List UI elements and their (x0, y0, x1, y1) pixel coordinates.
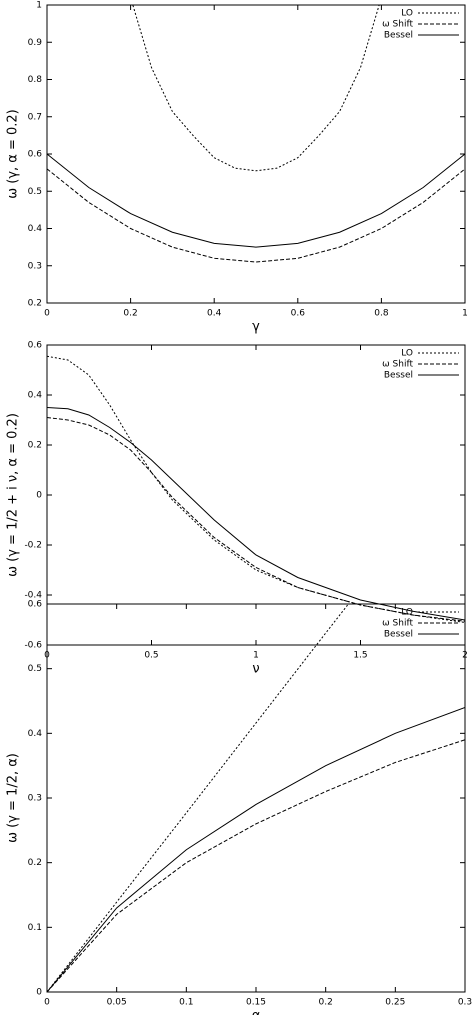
legend-label: ω Shift (382, 360, 413, 370)
y-tick-label: 0.6 (28, 600, 43, 610)
x-tick-label: 0.3 (458, 998, 472, 1008)
y-tick-label: 0.9 (28, 38, 43, 48)
x-tick-label: 0 (44, 309, 50, 319)
x-tick-label: 1 (253, 651, 259, 661)
legend-label: LO (401, 9, 413, 19)
x-tick-label: 0.8 (374, 309, 389, 319)
series-line (47, 739, 465, 992)
x-axis-label: ν (252, 662, 259, 677)
y-axis-label: ω (γ = 1/2 + i ν, α = 0.2) (6, 413, 21, 577)
x-tick-label: 0.5 (144, 651, 158, 661)
x-tick-label: 0.25 (385, 998, 405, 1008)
panel: 0 0.2 0.4 0.6 0.8 10.20.30.40.50.60.70.80.91γ… (6, 1, 468, 335)
legend-label: Bessel (384, 630, 413, 640)
plot-frame (46, 4, 466, 304)
series-line (132, 5, 380, 172)
plot-frame (46, 344, 466, 646)
legend-label: Bessel (384, 371, 413, 381)
y-tick-label: 0.6 (28, 341, 43, 351)
y-tick-label: 0 (36, 988, 42, 998)
y-tick-label: 0.2 (28, 299, 42, 309)
y-tick-label: 0.3 (28, 261, 42, 271)
series-line (47, 407, 465, 621)
y-tick-label: 0.4 (28, 729, 43, 739)
series-line (47, 168, 465, 263)
plot-lines (47, 355, 465, 623)
legend-label: ω Shift (382, 619, 413, 629)
y-axis-label: ω (γ, α = 0.2) (6, 109, 21, 199)
y-tick-label: 0.6 (28, 150, 43, 160)
y-tick-label: 0.2 (28, 441, 42, 451)
plot-frame (46, 603, 466, 993)
y-tick-label: 0.5 (28, 187, 42, 197)
legend-label: Bessel (384, 31, 413, 41)
x-tick-label: 1 (462, 309, 468, 319)
y-tick-label: -0.2 (24, 541, 42, 551)
x-tick-label: 0.05 (107, 998, 127, 1008)
x-tick-label: 0.15 (246, 998, 266, 1008)
x-axis-label: γ (252, 320, 260, 335)
legend-label: ω Shift (382, 20, 413, 30)
x-axis-label: α (252, 1009, 261, 1015)
y-tick-label: -0.4 (24, 591, 42, 601)
x-tick-label: 0.2 (123, 309, 137, 319)
y-tick-label: 0.4 (28, 391, 43, 401)
y-axis-label: ω (γ = 1/2, α) (6, 753, 21, 843)
y-tick-label: -0.6 (24, 641, 42, 651)
series-line (47, 355, 465, 623)
x-tick-label: 0 (44, 998, 50, 1008)
y-tick-label: 0.1 (28, 923, 42, 933)
y-tick-label: 0.3 (28, 794, 42, 804)
y-tick-label: 0 (36, 491, 42, 501)
y-tick-label: 0.2 (28, 858, 42, 868)
plot-lines (47, 604, 465, 992)
x-tick-label: 0.6 (291, 309, 306, 319)
y-tick-label: 0.8 (28, 75, 43, 85)
y-tick-label: 0.4 (28, 224, 43, 234)
y-tick-label: 1 (36, 1, 42, 11)
panel: 0 0.5 1 1.5 2-0.6-0.4-0.200.20.40.6νω (γ = 1… (6, 341, 468, 677)
series-line (47, 604, 350, 992)
x-tick-label: 0.4 (207, 309, 222, 319)
panel: 0 0.05 0.1 0.15 0.2 0.25 0.3 0 0.1 0.2 0.3 0.4 0.5 0.… (6, 600, 473, 1015)
series-line (47, 153, 465, 248)
x-tick-label: 1.5 (353, 651, 367, 661)
series-line (47, 417, 465, 622)
plot-lines (47, 5, 465, 263)
x-tick-label: 0.2 (319, 998, 333, 1008)
series-line (47, 706, 465, 992)
y-tick-label: 0.5 (28, 664, 42, 674)
y-tick-label: 0.7 (28, 112, 42, 122)
legend-label: LO (401, 608, 413, 618)
legend-label: LO (401, 349, 413, 359)
x-tick-label: 0.1 (179, 998, 193, 1008)
